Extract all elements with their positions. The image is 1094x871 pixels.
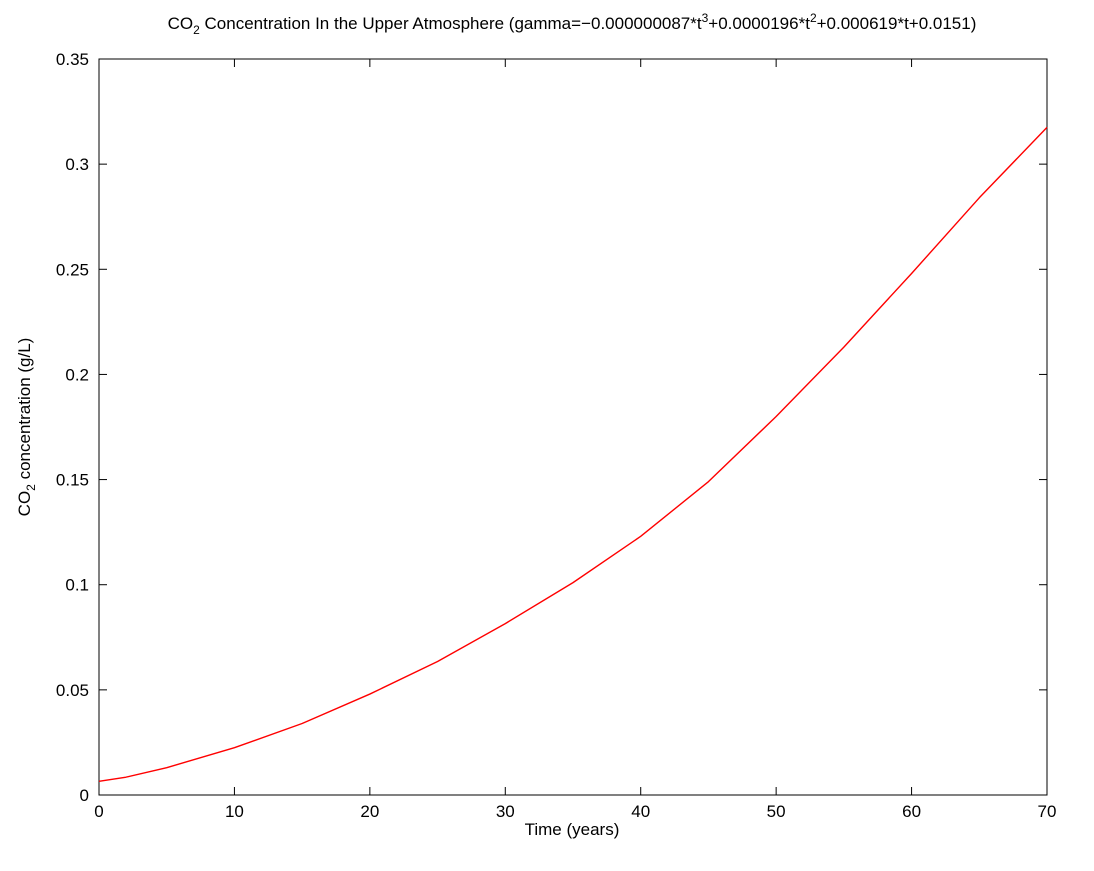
series-layer: [98, 126, 1048, 783]
y-tick-label: 0: [80, 786, 89, 805]
y-tick-label: 0.15: [56, 471, 89, 490]
y-tick-label: 0.05: [56, 681, 89, 700]
x-tick-label: 60: [902, 802, 921, 821]
plot-area-frame: [98, 58, 1048, 796]
chart-title: CO2 Concentration In the Upper Atmospher…: [168, 11, 977, 37]
x-axis-label: Time (years): [525, 820, 620, 839]
x-tick-label: 20: [360, 802, 379, 821]
y-axis-tick-labels: 0 0.05 0.1 0.15 0.2 0.25 0.3 0.35: [56, 50, 89, 805]
x-axis-ticks: [98, 59, 1048, 795]
y-axis-label: CO2 concentration (g/L): [15, 338, 38, 517]
y-tick-label: 0.35: [56, 50, 89, 69]
x-tick-label: 30: [496, 802, 515, 821]
y-tick-label: 0.3: [65, 155, 89, 174]
x-tick-label: 50: [767, 802, 786, 821]
x-tick-label: 70: [1038, 802, 1057, 821]
y-tick-label: 0.25: [56, 260, 89, 279]
y-tick-label: 0.1: [65, 576, 89, 595]
y-tick-label: 0.2: [65, 365, 89, 384]
x-tick-label: 40: [631, 802, 650, 821]
y-axis-ticks: [99, 58, 1047, 796]
x-tick-label: 0: [94, 802, 103, 821]
x-axis-tick-labels: 0 10 20 30 40 50 60 70: [94, 802, 1056, 821]
series-line-0: [98, 126, 1048, 783]
x-tick-label: 10: [225, 802, 244, 821]
